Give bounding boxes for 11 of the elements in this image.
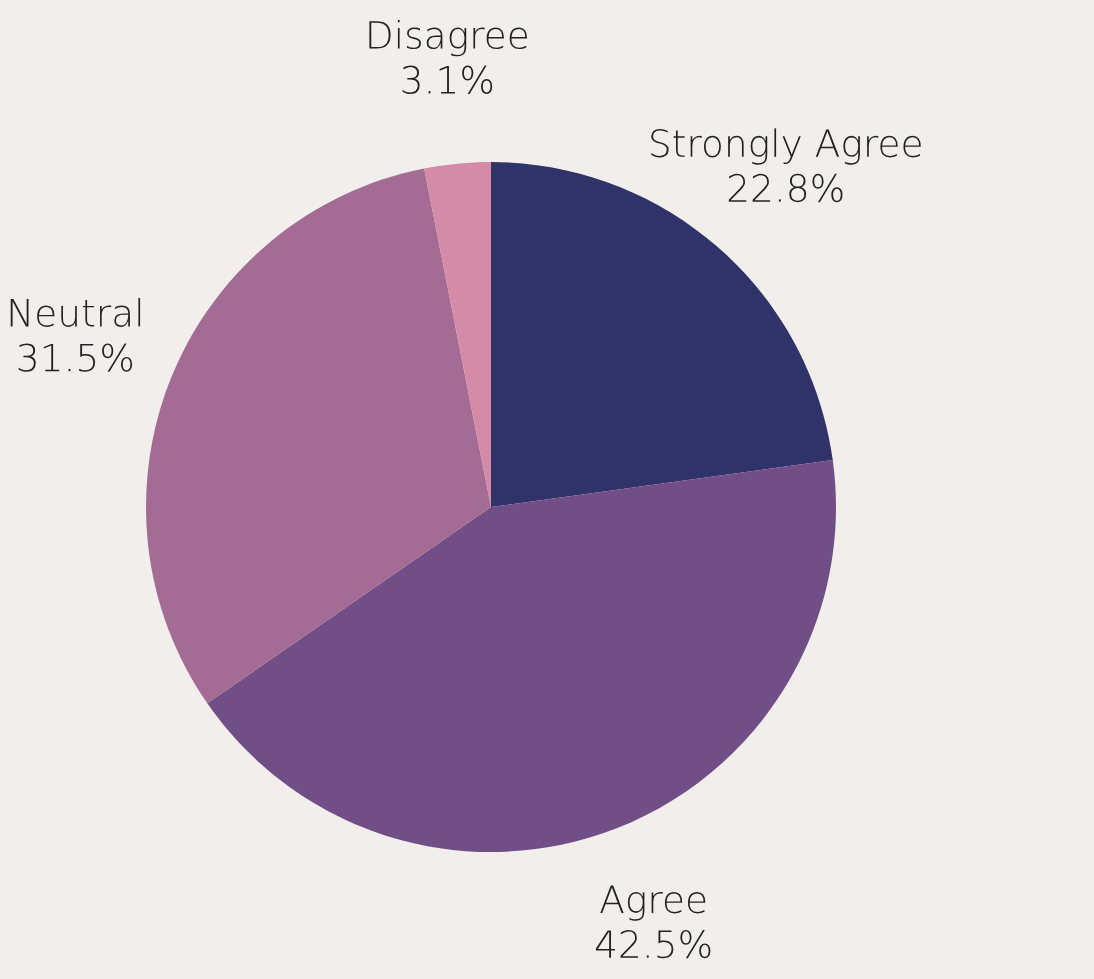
pie-slice bbox=[146, 168, 491, 704]
pie-slice bbox=[207, 459, 836, 852]
data-label: 3.1% bbox=[402, 65, 493, 94]
data-label: 42.5% bbox=[595, 929, 711, 959]
slice-label: Agree bbox=[600, 885, 706, 921]
pie-slice bbox=[424, 162, 491, 507]
data-label: 22.8% bbox=[728, 173, 843, 203]
data-label: 31.5% bbox=[18, 343, 133, 372]
slice-label: Disagree bbox=[369, 20, 528, 57]
slice-label: Strongly Agree bbox=[651, 128, 921, 165]
slice-label: Neutral bbox=[10, 297, 141, 327]
